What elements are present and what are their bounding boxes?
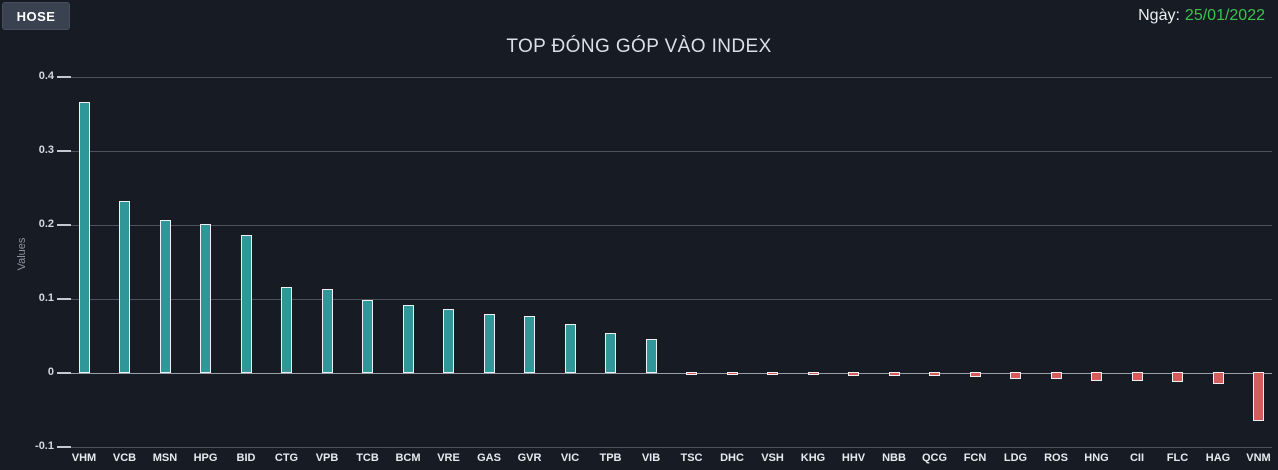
- date-value: 25/01/2022: [1184, 7, 1265, 24]
- x-tick-label-tpb: TPB: [599, 452, 622, 464]
- y-tick-label: 0.3: [38, 144, 54, 156]
- x-tick-label-dhc: DHC: [720, 452, 744, 464]
- chart-title: TOP ĐÓNG GÓP VÀO INDEX: [506, 36, 772, 57]
- x-tick-label-qcg: QCG: [921, 452, 948, 464]
- x-tick-label-khg: KHG: [800, 452, 826, 464]
- gridline: [57, 225, 1272, 226]
- y-axis-label: Values: [16, 237, 28, 271]
- x-tick-label-fcn: FCN: [963, 452, 987, 464]
- bar-ldg: [1010, 372, 1021, 379]
- x-tick-label-vnm: VNM: [1246, 452, 1271, 464]
- y-tick-mark: [57, 446, 71, 448]
- exchange-tab-hose[interactable]: HOSE: [2, 2, 70, 30]
- bar-ros: [1050, 372, 1062, 379]
- x-tick-label-gas: GAS: [477, 452, 501, 464]
- bar-fcn: [969, 372, 981, 377]
- bar-vre: [443, 309, 454, 373]
- bar-tcb: [362, 300, 373, 373]
- bar-khg: [807, 372, 819, 375]
- x-tick-label-tcb: TCB: [356, 452, 379, 464]
- y-tick-mark: [57, 76, 71, 78]
- x-tick-label-cii: CII: [1129, 452, 1145, 464]
- x-tick-label-hag: HAG: [1205, 452, 1231, 464]
- y-tick-label: 0.2: [38, 218, 54, 230]
- bar-vcb: [119, 201, 130, 373]
- x-tick-label-vib: VIB: [641, 452, 661, 464]
- bar-cii: [1131, 372, 1143, 381]
- x-tick-label-vre: VRE: [437, 452, 460, 464]
- y-tick-mark: [57, 298, 71, 300]
- bar-dhc: [726, 372, 738, 375]
- bar-bid: [240, 235, 252, 373]
- bar-vnm: [1253, 372, 1264, 421]
- bar-vic: [564, 324, 576, 373]
- x-tick-label-msn: MSN: [152, 452, 178, 464]
- zero-gridline: [57, 373, 1272, 374]
- bar-vib: [645, 339, 657, 373]
- bar-hpg: [200, 224, 211, 373]
- bar-vhm: [78, 102, 90, 373]
- date-label: Ngày:: [1138, 7, 1180, 24]
- bar-gvr: [524, 316, 535, 373]
- x-tick-label-vpb: VPB: [315, 452, 339, 464]
- bar-vsh: [767, 372, 778, 375]
- x-tick-label-hng: HNG: [1084, 452, 1109, 464]
- x-tick-label-tsc: TSC: [680, 452, 703, 464]
- bar-bcm: [402, 305, 414, 373]
- x-tick-label-vsh: VSH: [761, 452, 784, 464]
- x-tick-label-flc: FLC: [1166, 452, 1189, 464]
- gridline: [57, 77, 1272, 78]
- bar-hhv: [848, 372, 859, 376]
- bar-hag: [1212, 372, 1224, 384]
- x-tick-label-hpg: HPG: [193, 452, 218, 464]
- bar-hng: [1091, 372, 1102, 381]
- bar-ctg: [281, 287, 292, 373]
- bar-gas: [483, 314, 495, 373]
- bar-msn: [159, 220, 171, 373]
- y-tick-label: 0.4: [38, 70, 54, 82]
- y-tick-mark: [57, 224, 71, 226]
- bar-tsc: [686, 372, 697, 375]
- x-tick-label-bid: BID: [236, 452, 256, 464]
- x-tick-label-nbb: NBB: [882, 452, 906, 464]
- x-tick-label-vic: VIC: [560, 452, 580, 464]
- x-tick-label-ctg: CTG: [274, 452, 299, 464]
- y-tick-label: -0.1: [35, 440, 54, 452]
- x-tick-label-bcm: BCM: [395, 452, 421, 464]
- bar-flc: [1172, 372, 1183, 382]
- x-tick-label-hhv: HHV: [841, 452, 866, 464]
- y-tick-mark: [57, 372, 71, 374]
- x-tick-label-gvr: GVR: [517, 452, 542, 464]
- date-display: Ngày: 25/01/2022: [1138, 7, 1265, 25]
- y-tick-mark: [57, 150, 71, 152]
- x-tick-label-vcb: VCB: [112, 452, 137, 464]
- bar-nbb: [888, 372, 900, 376]
- bar-vpb: [321, 289, 333, 373]
- bar-qcg: [929, 372, 940, 376]
- x-tick-label-ldg: LDG: [1003, 452, 1028, 464]
- y-tick-label: 0: [47, 366, 54, 378]
- x-tick-label-vhm: VHM: [71, 452, 97, 464]
- y-tick-label: 0.1: [38, 292, 54, 304]
- gridline: [57, 299, 1272, 300]
- gridline: [57, 447, 1272, 448]
- x-tick-label-ros: ROS: [1044, 452, 1068, 464]
- gridline: [57, 151, 1272, 152]
- bar-tpb: [605, 333, 616, 373]
